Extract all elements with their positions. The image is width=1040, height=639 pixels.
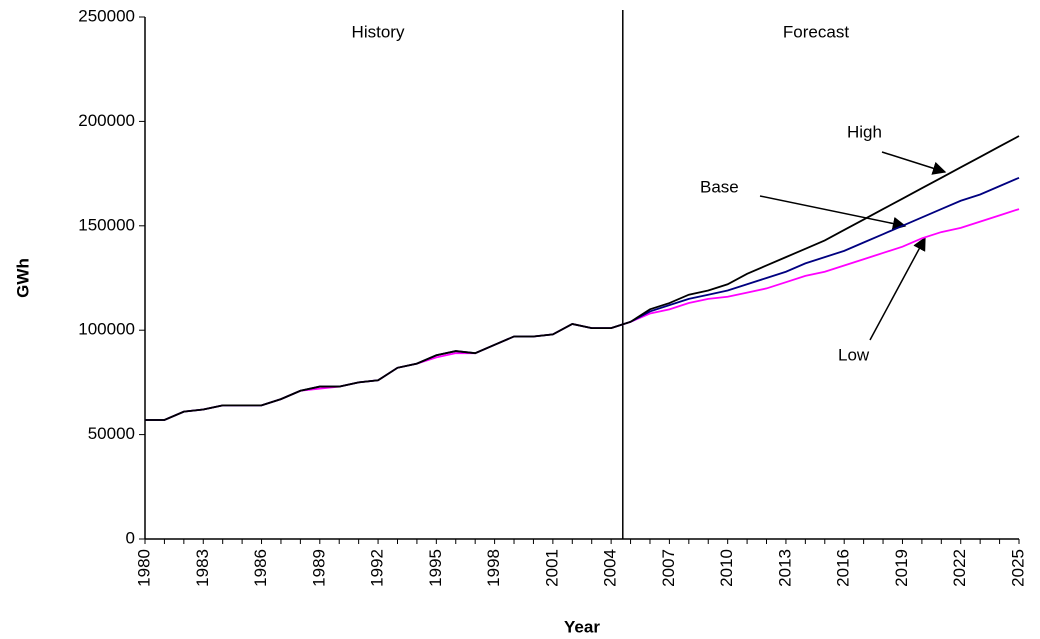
x-axis-label: Year [564, 617, 600, 636]
series-line [145, 208, 1020, 421]
x-tick-label: 1998 [484, 549, 503, 587]
x-tick-label: 1989 [309, 549, 328, 587]
x-tick-label: 1995 [426, 549, 445, 587]
y-tick-label: 0 [126, 528, 135, 547]
x-tick-label: 1983 [193, 549, 212, 587]
y-tick-label: 250000 [78, 6, 135, 25]
x-tick-label: 2007 [659, 549, 678, 587]
x-tick-label: 2022 [950, 549, 969, 587]
y-tick-label: 100000 [78, 320, 135, 339]
y-tick-label: 200000 [78, 111, 135, 130]
x-tick-label: 2025 [1008, 549, 1027, 587]
series-annotation: High [847, 122, 882, 141]
series-annotation: Base [700, 177, 739, 196]
x-tick-label: 2019 [892, 549, 911, 587]
arrow [759, 195, 907, 231]
y-tick-label: 50000 [88, 424, 135, 443]
series-line [145, 135, 1020, 421]
x-tick-label: 1986 [251, 549, 270, 587]
y-tick-label: 150000 [78, 215, 135, 234]
series-line [145, 176, 1020, 421]
x-tick-label: 1992 [368, 549, 387, 587]
region-label: Forecast [783, 22, 849, 41]
x-tick-label: 2010 [717, 549, 736, 587]
x-tick-label: 2013 [775, 549, 794, 587]
x-tick-label: 2016 [834, 549, 853, 587]
x-tick-label: 1980 [134, 549, 153, 587]
region-label: History [352, 22, 405, 41]
x-tick-label: 2004 [601, 549, 620, 587]
series-annotation: Low [838, 345, 870, 364]
arrow [869, 236, 926, 341]
y-axis-label: GWh [13, 258, 32, 298]
arrow [881, 151, 947, 175]
x-tick-label: 2001 [542, 549, 561, 587]
